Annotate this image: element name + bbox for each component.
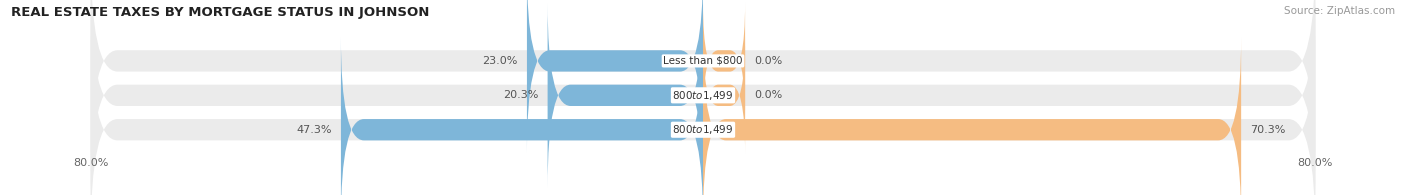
FancyBboxPatch shape xyxy=(90,20,1316,195)
Text: $800 to $1,499: $800 to $1,499 xyxy=(672,123,734,136)
Text: 23.0%: 23.0% xyxy=(482,56,517,66)
Text: Less than $800: Less than $800 xyxy=(664,56,742,66)
Text: Source: ZipAtlas.com: Source: ZipAtlas.com xyxy=(1284,6,1395,16)
Text: 0.0%: 0.0% xyxy=(754,90,783,100)
FancyBboxPatch shape xyxy=(527,0,703,153)
FancyBboxPatch shape xyxy=(703,37,1241,195)
FancyBboxPatch shape xyxy=(547,3,703,188)
Text: 70.3%: 70.3% xyxy=(1250,125,1285,135)
Text: 47.3%: 47.3% xyxy=(297,125,332,135)
Text: $800 to $1,499: $800 to $1,499 xyxy=(672,89,734,102)
Text: 0.0%: 0.0% xyxy=(754,56,783,66)
Text: 20.3%: 20.3% xyxy=(503,90,538,100)
FancyBboxPatch shape xyxy=(90,0,1316,195)
FancyBboxPatch shape xyxy=(703,37,745,153)
Text: REAL ESTATE TAXES BY MORTGAGE STATUS IN JOHNSON: REAL ESTATE TAXES BY MORTGAGE STATUS IN … xyxy=(11,6,430,19)
FancyBboxPatch shape xyxy=(340,37,703,195)
FancyBboxPatch shape xyxy=(703,3,745,119)
FancyBboxPatch shape xyxy=(90,0,1316,171)
